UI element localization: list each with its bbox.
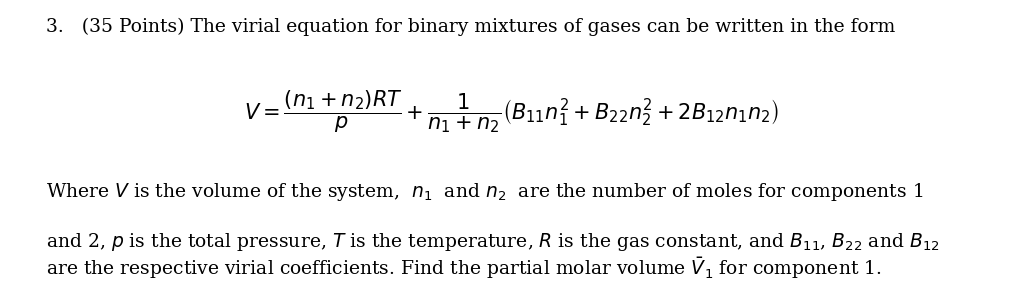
Text: $V = \dfrac{\left(n_1+n_2\right)RT}{p} + \dfrac{1}{n_1+n_2}\left(B_{11}n_1^2 + B: $V = \dfrac{\left(n_1+n_2\right)RT}{p} +… (245, 88, 779, 135)
Text: and 2, $p$ is the total pressure, $T$ is the temperature, $R$ is the gas constan: and 2, $p$ is the total pressure, $T$ is… (46, 231, 940, 253)
Text: are the respective virial coefficients. Find the partial molar volume $\bar{V}_1: are the respective virial coefficients. … (46, 255, 882, 281)
Text: Where $V$ is the volume of the system,  $n_1$  and $n_2$  are the number of mole: Where $V$ is the volume of the system, $… (46, 181, 924, 203)
Text: 3.   (35 Points) The virial equation for binary mixtures of gases can be written: 3. (35 Points) The virial equation for b… (46, 18, 895, 36)
